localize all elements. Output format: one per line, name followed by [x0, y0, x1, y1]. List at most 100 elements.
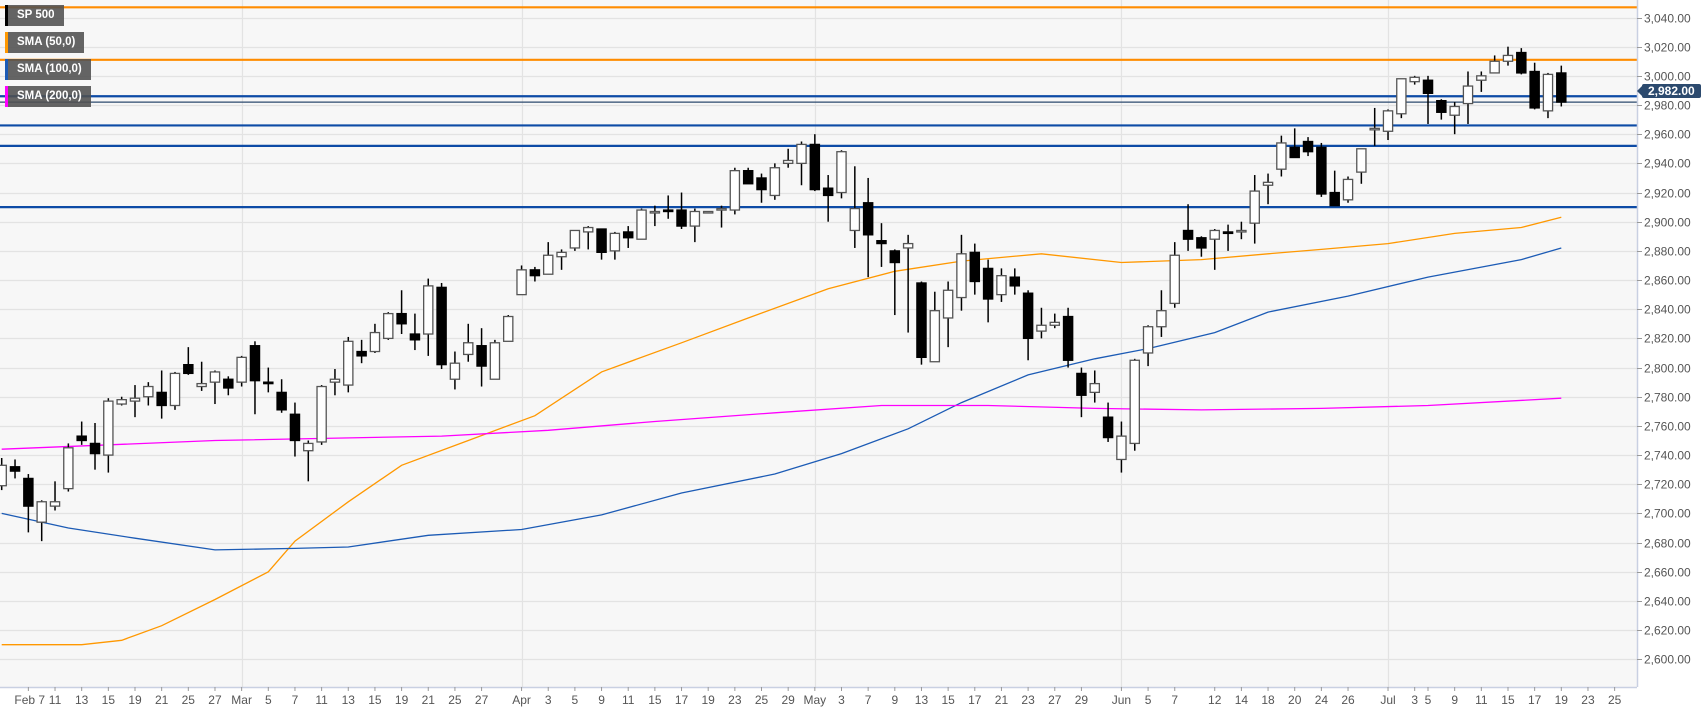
candle	[1289, 128, 1300, 159]
candle-body-up	[836, 151, 847, 194]
x-tick-label: 26	[1341, 693, 1355, 707]
candle-body-up	[1489, 60, 1500, 74]
y-tick-label: 2,740.00	[1644, 449, 1691, 463]
legend-item-sma50[interactable]: SMA (50,0)	[5, 32, 85, 53]
y-tick-label: 2,880.00	[1644, 245, 1691, 259]
candle-body-down	[1009, 276, 1021, 287]
x-tick-label: 21	[422, 693, 436, 707]
candle-body-up	[502, 315, 514, 342]
x-tick-label: 25	[755, 693, 769, 707]
y-tick-label: 2,800.00	[1644, 362, 1691, 376]
candle	[662, 195, 674, 219]
candle-body-up	[1476, 75, 1487, 81]
candle	[982, 259, 994, 323]
candle-body-up	[63, 447, 74, 490]
candle	[969, 243, 981, 295]
x-tick-label: Mar	[231, 693, 252, 707]
x-tick-label: 27	[1048, 693, 1062, 707]
candle	[143, 382, 154, 406]
candle-body-up	[1236, 229, 1247, 233]
candle	[702, 210, 714, 214]
candle-body-up	[129, 397, 141, 402]
legend-swatch	[5, 86, 8, 107]
y-tick-label: 2,820.00	[1644, 332, 1691, 346]
candle-body-down	[1222, 231, 1234, 235]
candle	[303, 440, 314, 482]
x-tick-label: Feb 7	[14, 693, 45, 707]
candle	[116, 396, 127, 406]
candle-body-up	[1409, 76, 1420, 83]
x-tick-label: 11	[1475, 693, 1488, 707]
legend: SP 500 SMA (50,0) SMA (100,0) SMA (200,0…	[5, 5, 91, 113]
candle	[1382, 109, 1394, 141]
candle-body-up	[1116, 435, 1127, 461]
candle	[809, 134, 821, 192]
sma-line-100	[1, 247, 1562, 551]
x-tick-label: 13	[75, 693, 89, 707]
candle	[902, 234, 914, 333]
candle	[316, 385, 327, 445]
candle-body-up	[569, 229, 581, 249]
x-tick-label: 25	[182, 693, 196, 707]
candle-body-down	[1436, 99, 1447, 113]
candle	[223, 376, 234, 396]
candle	[343, 336, 354, 393]
y-tick-label: 3,000.00	[1644, 70, 1691, 84]
sma-lines	[1, 216, 1562, 646]
candle	[1356, 148, 1367, 184]
candle	[1396, 78, 1407, 119]
candle	[1102, 402, 1114, 442]
candle-body-up	[542, 254, 554, 275]
candle-body-up	[769, 167, 781, 197]
x-tick-label: 19	[128, 693, 142, 707]
candle-body-up	[516, 269, 527, 296]
horizontal-levels	[0, 6, 1637, 209]
candle	[889, 249, 901, 316]
candle	[742, 167, 754, 185]
candle	[1022, 290, 1034, 361]
candle-body-up	[316, 385, 327, 443]
candle	[409, 313, 421, 351]
candle-body-up	[649, 210, 661, 214]
candle-body-up	[36, 501, 47, 523]
x-tick-label: 29	[781, 693, 795, 707]
candle-body-down	[156, 391, 167, 407]
x-tick-label: 5	[572, 693, 579, 707]
candle	[622, 226, 634, 248]
candle-body-down	[183, 363, 194, 375]
x-tick-label: 25	[1608, 693, 1622, 707]
x-tick-label: 7	[292, 693, 299, 707]
candle-body-up	[383, 312, 394, 340]
legend-item-sma100[interactable]: SMA (100,0)	[5, 59, 91, 80]
candle-body-up	[582, 226, 594, 233]
candle-body-up	[1449, 105, 1460, 116]
candle	[209, 370, 221, 405]
candle	[996, 268, 1007, 302]
legend-swatch	[5, 5, 8, 26]
candle-body-down	[1196, 237, 1207, 249]
candle-body-up	[929, 310, 941, 363]
y-tick-label: 2,700.00	[1644, 507, 1691, 521]
candle	[1529, 62, 1540, 110]
candle-body-down	[223, 378, 234, 389]
candle	[249, 341, 261, 415]
candle-body-down	[23, 477, 34, 507]
candle-body-up	[729, 170, 741, 211]
candle	[1049, 313, 1061, 329]
legend-item-sma200[interactable]: SMA (200,0)	[5, 86, 91, 107]
x-tick-label: 18	[1261, 693, 1275, 707]
candle-body-up	[849, 207, 861, 232]
candle	[329, 369, 341, 396]
candle-body-down	[89, 442, 101, 455]
candle-body-down	[596, 228, 607, 253]
candle	[1316, 142, 1327, 197]
candle	[369, 323, 381, 353]
legend-item-sp500[interactable]: SP 500	[5, 5, 64, 26]
candle-body-down	[809, 143, 821, 191]
x-tick-label: 20	[1288, 693, 1302, 707]
candle-body-down	[276, 391, 287, 411]
y-tick-label: 2,940.00	[1644, 157, 1691, 171]
candle-body-up	[1382, 110, 1394, 132]
candle	[196, 361, 207, 391]
x-tick-label: 9	[598, 693, 605, 707]
